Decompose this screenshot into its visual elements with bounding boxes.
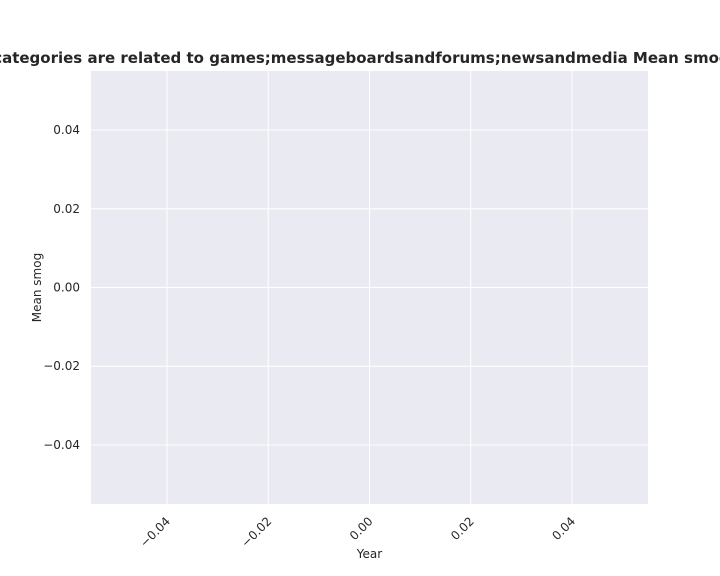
y-tick-label: 0.02: [53, 202, 80, 216]
x-tick-labels: −0.04 −0.02 0.00 0.02 0.04: [137, 514, 578, 550]
x-tick-label: 0.00: [347, 514, 376, 543]
x-tick-label: 0.02: [448, 514, 477, 543]
y-tick-label: −0.02: [43, 359, 80, 373]
x-tick-label: −0.04: [137, 514, 173, 550]
chart-title: Websites whose categories are related to…: [0, 49, 720, 67]
x-axis-title: Year: [356, 547, 382, 561]
grid-lines: [91, 71, 648, 504]
y-tick-label: 0.04: [53, 123, 80, 137]
x-tick-label: −0.02: [238, 514, 274, 550]
y-tick-labels: 0.04 0.02 0.00 −0.02 −0.04: [43, 123, 80, 452]
y-tick-label: −0.04: [43, 438, 80, 452]
y-axis-title: Mean smog: [30, 253, 44, 322]
x-tick-label: 0.04: [549, 514, 578, 543]
y-tick-label: 0.00: [53, 281, 80, 295]
